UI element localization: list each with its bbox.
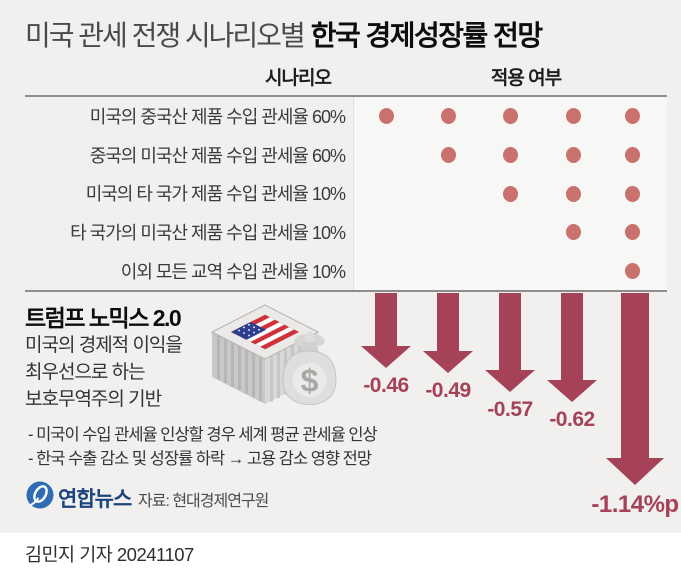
- impact-arrow: [547, 293, 597, 402]
- applied-dot: [502, 185, 518, 202]
- impact-value: -0.62: [549, 408, 595, 431]
- applied-dot: [565, 146, 581, 163]
- table-row: 이외 모든 교역 수입 관세율 10%: [25, 251, 667, 290]
- trumponomics-line: 보호무역주의 기반: [25, 389, 162, 410]
- page-title: 미국 관세 전쟁 시나리오별 한국 경제성장률 전망: [25, 14, 543, 54]
- applied-dot: [378, 108, 394, 125]
- scenario-label: 중국의 미국산 제품 수입 관세율 60%: [89, 145, 346, 166]
- applied-dot: [565, 224, 581, 241]
- applied-dot: [565, 185, 581, 202]
- applied-dot: [502, 108, 518, 125]
- table-row: 타 국가의 미국산 제품 수입 관세율 10%: [25, 213, 667, 252]
- impact-value: -1.14%p: [591, 491, 679, 518]
- applied-dot: [440, 108, 456, 125]
- source-credit: 자료: 현대경제연구원: [138, 493, 269, 510]
- cargo-container-illustration: $: [210, 304, 337, 406]
- money-bag-icon: $: [282, 331, 337, 406]
- table-row: 중국의 미국산 제품 수입 관세율 60%: [25, 136, 667, 175]
- yonhap-logo-icon: [26, 481, 54, 509]
- scenario-label: 타 국가의 미국산 제품 수입 관세율 10%: [70, 223, 346, 244]
- footer-strip: 김민지 기자 20241107: [0, 533, 681, 575]
- column-header-applied: 적용 여부: [490, 68, 562, 89]
- applied-dot: [440, 146, 456, 163]
- footnote-line: - 한국 수출 감소 및 성장률 하락 → 고용 감소 영향 전망: [28, 450, 372, 468]
- column-header-scenario: 시나리오: [265, 68, 332, 89]
- trumponomics-line: 최우선으로 하는: [25, 362, 146, 383]
- scenario-label: 미국의 타 국가 제품 수입 관세율 10%: [85, 184, 346, 205]
- trumponomics-line: 미국의 경제적 이익을: [25, 335, 183, 356]
- applied-dot: [624, 146, 640, 163]
- impact-value: -0.46: [363, 374, 409, 397]
- impact-arrow: [485, 293, 535, 392]
- scenario-label: 이외 모든 교역 수입 관세율 10%: [120, 261, 346, 282]
- impact-arrow: [361, 293, 411, 368]
- footnote-line: - 미국이 수입 관세율 인상할 경우 세계 평균 관세율 인상: [28, 426, 378, 444]
- scenario-table: 미국의 중국산 제품 수입 관세율 60% 중국의 미국산 제품 수입 관세율 6…: [25, 95, 667, 292]
- applied-dot: [624, 108, 640, 125]
- impact-value: -0.57: [487, 398, 533, 421]
- impact-arrow: [423, 293, 473, 373]
- title-bold-part: 한국 경제성장률 전망: [310, 20, 543, 51]
- applied-dot: [565, 108, 581, 125]
- scenario-label: 미국의 중국산 제품 수입 관세율 60%: [89, 107, 346, 128]
- impact-value: -0.49: [425, 379, 471, 402]
- trumponomics-heading: 트럼프 노믹스 2.0: [25, 305, 182, 331]
- table-row: 미국의 타 국가 제품 수입 관세율 10%: [25, 174, 667, 213]
- applied-dot: [624, 224, 640, 241]
- impact-arrow: [606, 293, 664, 485]
- applied-dot: [502, 146, 518, 163]
- trumponomics-description: 미국의 경제적 이익을 최우선으로 하는 보호무역주의 기반: [25, 332, 183, 413]
- table-row: 미국의 중국산 제품 수입 관세율 60%: [25, 97, 667, 136]
- reporter-byline: 김민지 기자 20241107: [25, 544, 194, 565]
- yonhap-logo-text: 연합뉴스: [58, 488, 132, 511]
- us-flag-icon: [230, 314, 300, 350]
- svg-text:$: $: [301, 363, 319, 399]
- applied-dot: [624, 262, 640, 279]
- footnotes: - 미국이 수입 관세율 인상할 경우 세계 평균 관세율 인상 - 한국 수출…: [28, 423, 378, 471]
- applied-dot: [624, 185, 640, 202]
- title-light-part: 미국 관세 전쟁 시나리오별: [25, 20, 306, 51]
